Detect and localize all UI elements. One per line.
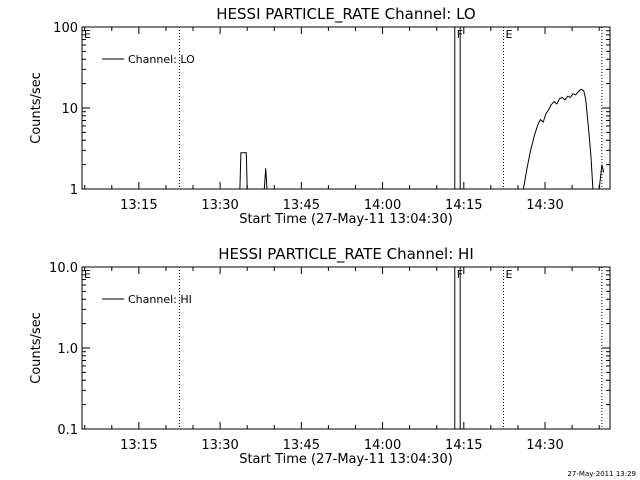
x-tick-label: 14:00 xyxy=(364,438,401,453)
series-line xyxy=(263,168,268,190)
legend-label: Channel: LO xyxy=(128,53,195,66)
y-tick-label: 1 xyxy=(70,183,78,198)
x-tick-label: 13:30 xyxy=(201,438,238,453)
plot-frame xyxy=(81,26,611,190)
y-tick-label: 1.0 xyxy=(57,342,78,357)
y-tick-label: 0.1 xyxy=(57,423,78,438)
event-label: E xyxy=(84,268,91,281)
y-tick-label: 100 xyxy=(53,21,78,36)
x-tick-label: 14:15 xyxy=(445,198,482,213)
x-tick-label: 13:45 xyxy=(283,198,320,213)
x-tick-label: 14:15 xyxy=(445,438,482,453)
series-line xyxy=(598,164,605,190)
x-tick-label: 13:30 xyxy=(201,198,238,213)
chart-panel-hi: HESSI PARTICLE_RATE Channel: HI 13:15 13:3… xyxy=(29,245,611,467)
chart-title: HESSI PARTICLE_RATE Channel: LO xyxy=(216,5,475,24)
x-tick-label: 13:15 xyxy=(120,438,157,453)
series-line xyxy=(522,88,594,190)
y-axis-label: Counts/sec xyxy=(29,72,44,144)
y-axis-label: Counts/sec xyxy=(29,312,44,384)
x-axis-label: Start Time (27-May-11 13:04:30) xyxy=(239,452,453,467)
chart-panel-lo: HESSI PARTICLE_RATE Channel: LO 13:15 13:3… xyxy=(29,5,611,227)
event-label: E xyxy=(505,268,512,281)
chart-title: HESSI PARTICLE_RATE Channel: HI xyxy=(218,245,474,264)
event-label: E xyxy=(505,28,512,41)
series-line xyxy=(239,152,248,190)
x-tick-label: 14:30 xyxy=(526,438,563,453)
x-axis-label: Start Time (27-May-11 13:04:30) xyxy=(239,212,453,227)
y-tick-label: 10.0 xyxy=(49,261,78,276)
timestamp: 27-May-2011 13:29 xyxy=(567,470,636,478)
legend-label: Channel: HI xyxy=(128,293,192,306)
x-tick-label: 13:15 xyxy=(120,198,157,213)
x-tick-label: 13:45 xyxy=(283,438,320,453)
plot-frame xyxy=(81,266,611,430)
y-tick-label: 10 xyxy=(61,102,78,117)
x-tick-label: 14:30 xyxy=(526,198,563,213)
x-tick-label: 14:00 xyxy=(364,198,401,213)
event-label: E xyxy=(84,28,91,41)
